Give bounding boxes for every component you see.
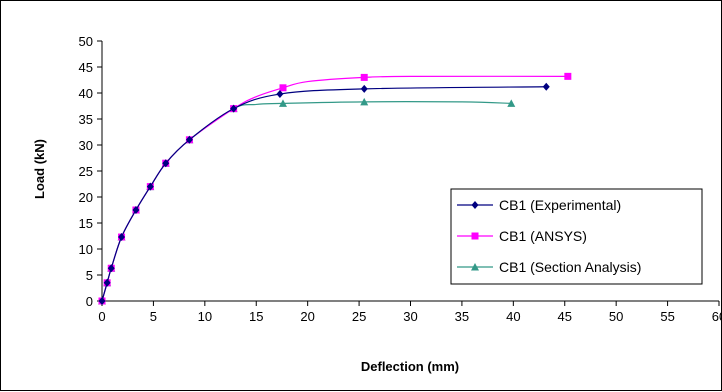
x-tick-label: 10 (198, 309, 212, 324)
legend-label: CB1 (ANSYS) (499, 228, 587, 244)
series-line (101, 101, 512, 302)
y-tick-label: 45 (79, 60, 93, 75)
y-axis-title: Load (kN) (32, 139, 47, 199)
y-tick-label: 35 (79, 112, 93, 127)
data-point-diamond (98, 297, 106, 305)
data-point-diamond (118, 233, 126, 242)
legend-item: CB1 (Experimental) (457, 197, 621, 213)
data-point-diamond (230, 104, 238, 113)
x-tick-label: 60 (712, 309, 722, 324)
x-tick-label: 15 (249, 309, 263, 324)
legend-marker-triangle (471, 263, 479, 271)
x-tick-label: 35 (455, 309, 469, 324)
data-point-diamond (107, 264, 115, 273)
y-tick-label: 5 (86, 268, 93, 283)
data-point-diamond (185, 135, 193, 144)
y-tick-label: 0 (86, 294, 93, 309)
legend-marker-diamond (471, 201, 479, 209)
tick-labels: 0 5 10 15 20 25 30 35 40 45 50 0 5 10 15 20 25 30 35 40 45 50… (79, 34, 722, 324)
data-point-diamond (146, 182, 154, 191)
x-axis-title: Deflection (mm) (361, 359, 459, 374)
data-point-square (360, 73, 368, 81)
data-point-diamond (162, 159, 170, 168)
x-tick-label: 40 (506, 309, 520, 324)
x-tick-label: 30 (403, 309, 417, 324)
y-tick-label: 40 (79, 86, 93, 101)
axes (97, 40, 720, 306)
data-point-diamond (360, 84, 368, 93)
legend-label: CB1 (Experimental) (499, 197, 621, 213)
legend-item: CB1 (Section Analysis) (457, 259, 641, 275)
data-point-square (564, 72, 572, 80)
legend: CB1 (Experimental) CB1 (ANSYS) CB1 (Sectio… (450, 188, 703, 285)
legend-item: CB1 (ANSYS) (457, 228, 587, 244)
y-tick-label: 50 (79, 34, 93, 49)
y-tick-label: 15 (79, 216, 93, 231)
y-tick-label: 10 (79, 242, 93, 257)
data-point-diamond (132, 206, 140, 214)
y-tick-label: 20 (79, 190, 93, 205)
data-point-diamond (542, 82, 550, 91)
x-tick-label: 5 (150, 309, 157, 324)
x-tick-label: 20 (300, 309, 314, 324)
y-tick-label: 30 (79, 138, 93, 153)
series-diamond (98, 82, 550, 305)
x-tick-label: 45 (558, 309, 572, 324)
legend-label: CB1 (Section Analysis) (499, 259, 641, 275)
legend-marker-square (471, 232, 479, 240)
data-point-diamond (276, 90, 284, 99)
x-tick-label: 25 (352, 309, 366, 324)
data-point-triangle (278, 99, 287, 107)
y-tick-label: 25 (79, 164, 93, 179)
series (98, 72, 572, 305)
data-point-triangle (360, 97, 369, 106)
data-point-square (279, 84, 287, 92)
x-tick-label: 0 (98, 309, 105, 324)
x-tick-label: 55 (660, 309, 674, 324)
data-point-diamond (103, 278, 111, 287)
data-point-triangle (507, 99, 516, 107)
x-tick-label: 50 (609, 309, 623, 324)
